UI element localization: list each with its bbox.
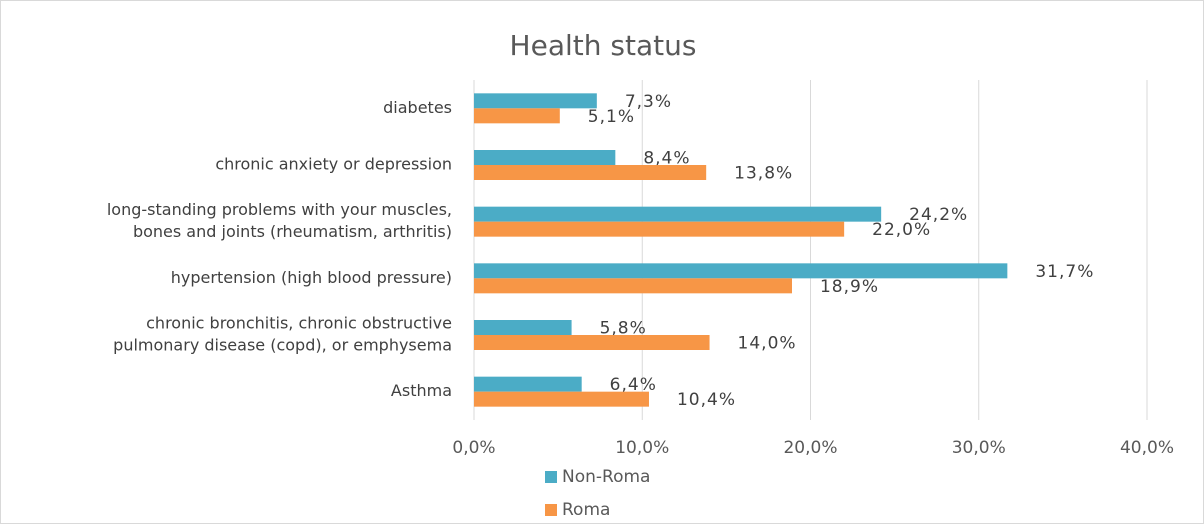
data-label: 31,7% [1035,262,1094,282]
data-label: 5,1% [588,107,635,127]
bar [474,376,582,392]
y-tick-label: pulmonary disease (copd), or emphysema [113,336,452,355]
y-tick-label: chronic bronchitis, chronic obstructive [146,314,452,333]
bar [474,335,710,350]
data-label: 10,4% [677,390,736,410]
bar [474,206,882,222]
data-label: 14,0% [738,334,797,354]
x-tick-label: 30,0% [952,438,1006,458]
bar [474,150,616,165]
data-label: 8,4% [643,149,690,169]
x-tick-label: 0,0% [452,438,495,458]
y-tick-label: bones and joints (rheumatism, arthritis) [133,222,452,241]
bar [474,93,597,109]
legend-label: Non-Roma [562,467,650,487]
data-label: 18,9% [820,277,879,297]
data-label: 22,0% [872,220,931,240]
y-tick-label: chronic anxiety or depression [215,155,452,174]
legend-label: Roma [562,500,610,520]
bar [474,221,845,237]
data-label: 7,3% [625,92,672,112]
data-label: 5,8% [600,319,647,339]
data-label: 24,2% [909,205,968,225]
bar [474,263,1008,279]
bar [474,278,792,294]
data-label: 13,8% [734,164,793,184]
x-tick-label: 10,0% [615,438,669,458]
y-tick-label: Asthma [391,381,452,400]
bar [474,108,560,124]
bar [474,165,707,180]
x-tick-label: 40,0% [1120,438,1174,458]
legend-swatch [545,504,557,516]
y-tick-label: diabetes [383,98,452,117]
y-tick-label: long-standing problems with your muscles… [107,200,452,219]
data-label: 6,4% [610,375,657,395]
y-tick-label: hypertension (high blood pressure) [171,268,452,287]
x-tick-label: 20,0% [783,438,837,458]
legend-swatch [545,471,557,483]
bar [474,391,649,407]
chart-title: Health status [510,29,697,62]
bar [474,320,572,335]
